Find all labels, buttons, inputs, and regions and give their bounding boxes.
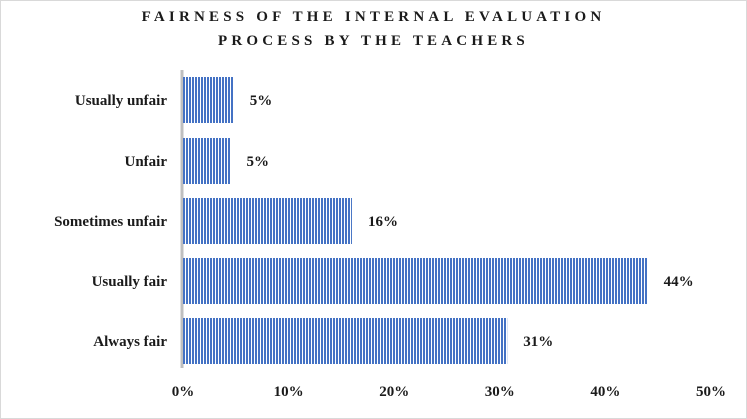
bar [183, 258, 648, 304]
category-label: Usually unfair [75, 93, 167, 109]
x-tick-label: 50% [696, 384, 726, 400]
data-label: 44% [664, 274, 694, 290]
x-tick-label: 20% [379, 384, 409, 400]
category-label: Sometimes unfair [54, 214, 167, 230]
data-label: 16% [368, 214, 398, 230]
bar [183, 77, 234, 123]
chart-title-line-1: FAIRNESS OF THE INTERNAL EVALUATION [141, 9, 606, 25]
x-tick-label: 0% [172, 384, 195, 400]
data-label: 31% [523, 334, 553, 350]
x-tick-label: 40% [590, 384, 620, 400]
x-tick-label: 30% [485, 384, 515, 400]
plot-area: Usually unfair 5% Unfair 5% Sometimes unfair… [54, 70, 726, 400]
bar [183, 198, 352, 244]
chart-title-line-2: PROCESS BY THE TEACHERS [218, 33, 529, 49]
category-label: Usually fair [92, 274, 168, 290]
category-label: Always fair [93, 334, 167, 350]
bar [183, 138, 231, 184]
category-label: Unfair [125, 154, 168, 170]
data-label: 5% [250, 93, 272, 109]
bar [183, 318, 508, 364]
data-label: 5% [247, 154, 270, 170]
x-tick-label: 10% [274, 384, 304, 400]
